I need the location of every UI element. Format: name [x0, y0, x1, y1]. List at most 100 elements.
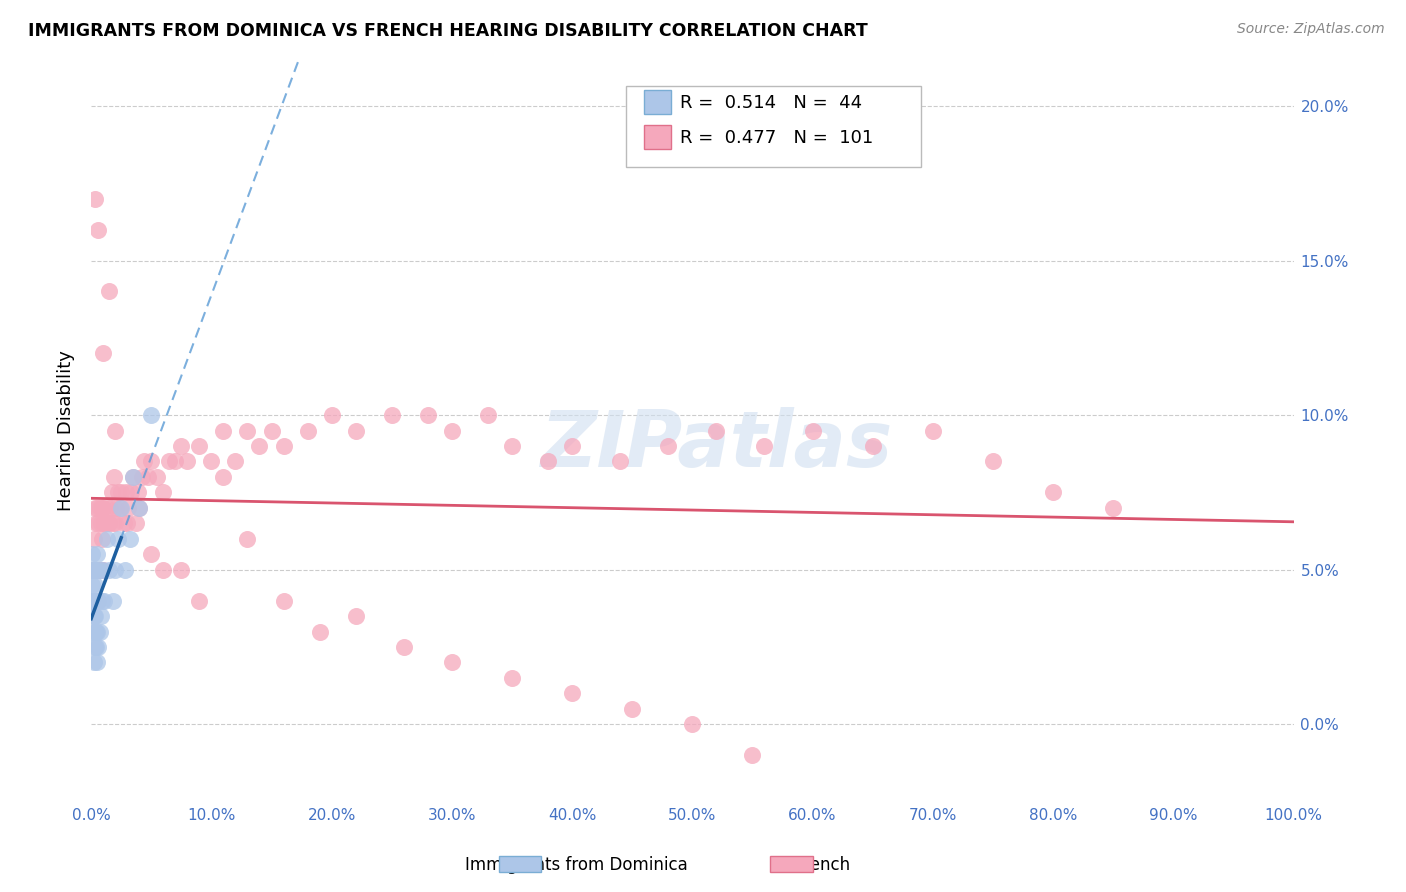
Text: Immigrants from Dominica: Immigrants from Dominica	[465, 856, 688, 874]
Point	[297, 424, 319, 438]
Point	[146, 470, 169, 484]
Point	[124, 516, 146, 531]
Point	[91, 346, 114, 360]
Point	[86, 500, 108, 515]
Point	[706, 424, 728, 438]
Point	[128, 500, 150, 515]
Point	[94, 516, 117, 531]
Point	[1102, 500, 1125, 515]
Point	[381, 408, 404, 422]
Point	[91, 563, 114, 577]
Point	[681, 717, 703, 731]
Point	[93, 593, 115, 607]
Point	[115, 485, 138, 500]
Text: Source: ZipAtlas.com: Source: ZipAtlas.com	[1237, 22, 1385, 37]
Point	[236, 532, 259, 546]
Text: French: French	[794, 856, 851, 874]
Point	[188, 593, 211, 607]
Point	[90, 563, 112, 577]
Point	[84, 516, 107, 531]
Point	[122, 470, 145, 484]
Point	[132, 454, 155, 468]
Point	[86, 656, 108, 670]
Point	[921, 424, 943, 438]
FancyBboxPatch shape	[626, 86, 921, 167]
Point	[89, 563, 111, 577]
Text: R =  0.514   N =  44: R = 0.514 N = 44	[681, 94, 862, 112]
Point	[107, 532, 129, 546]
Point	[152, 563, 174, 577]
Point	[87, 593, 110, 607]
Point	[83, 578, 105, 592]
Point	[89, 563, 111, 577]
Text: ZIPatlas: ZIPatlas	[540, 408, 893, 483]
Point	[862, 439, 884, 453]
Point	[657, 439, 679, 453]
Point	[117, 500, 139, 515]
Point	[91, 500, 114, 515]
Point	[141, 547, 163, 561]
Y-axis label: Hearing Disability: Hearing Disability	[58, 351, 75, 511]
Point	[122, 470, 145, 484]
Point	[83, 609, 105, 624]
Bar	[644, 125, 671, 149]
Point	[128, 500, 150, 515]
Point	[260, 424, 283, 438]
Point	[224, 454, 246, 468]
Point	[90, 516, 112, 531]
Point	[344, 609, 367, 624]
Point	[141, 454, 163, 468]
Point	[86, 593, 108, 607]
Point	[537, 454, 560, 468]
Point	[249, 439, 271, 453]
Point	[110, 485, 132, 500]
Point	[83, 532, 105, 546]
Point	[97, 516, 120, 531]
Point	[86, 563, 108, 577]
Point	[84, 593, 107, 607]
Point	[82, 593, 104, 607]
Point	[200, 454, 222, 468]
Bar	[644, 90, 671, 114]
Point	[91, 593, 114, 607]
Point	[83, 609, 105, 624]
Point	[141, 408, 163, 422]
Point	[609, 454, 631, 468]
Point	[212, 470, 235, 484]
Point	[84, 624, 107, 639]
Point	[344, 424, 367, 438]
Point	[89, 624, 111, 639]
Point	[741, 748, 763, 763]
Point	[98, 516, 121, 531]
Point	[165, 454, 187, 468]
Point	[82, 593, 104, 607]
Point	[82, 547, 104, 561]
Point	[100, 485, 122, 500]
Point	[83, 593, 105, 607]
Point	[84, 640, 107, 654]
Point	[90, 609, 112, 624]
Point	[84, 593, 107, 607]
Point	[83, 192, 105, 206]
Point	[236, 424, 259, 438]
Point	[100, 500, 122, 515]
Point	[561, 686, 583, 700]
Point	[89, 500, 111, 515]
Point	[108, 500, 131, 515]
Point	[103, 470, 125, 484]
Point	[83, 609, 105, 624]
Point	[176, 454, 198, 468]
Point	[212, 424, 235, 438]
Point	[112, 516, 135, 531]
Point	[98, 563, 121, 577]
Point	[501, 439, 523, 453]
Point	[87, 222, 110, 236]
Point	[83, 640, 105, 654]
Point	[91, 563, 114, 577]
Point	[105, 500, 128, 515]
Point	[83, 593, 105, 607]
Point	[86, 547, 108, 561]
Point	[801, 424, 824, 438]
Point	[104, 424, 127, 438]
Point	[157, 454, 180, 468]
